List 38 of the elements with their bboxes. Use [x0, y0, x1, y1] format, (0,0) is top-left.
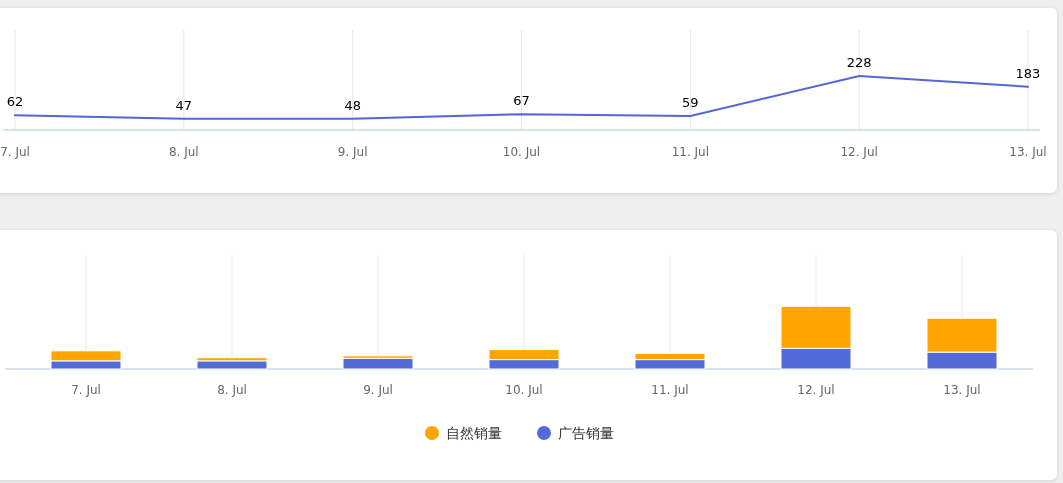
bar	[926, 351, 998, 370]
x-tick-label: 8. Jul	[168, 145, 199, 159]
legend-label: 自然销量	[446, 425, 502, 441]
x-tick-label: 11. Jul	[671, 145, 710, 159]
x-tick-label: 7. Jul	[71, 383, 101, 397]
bar	[342, 355, 414, 359]
data-label: 183	[1015, 65, 1041, 81]
data-label: 48	[344, 97, 361, 113]
x-tick-label: 7. Jul	[0, 145, 30, 159]
bar	[50, 350, 122, 362]
x-tick-label: 13. Jul	[1009, 145, 1047, 159]
x-tick-label: 9. Jul	[363, 383, 393, 397]
x-tick-label: 12. Jul	[840, 145, 878, 159]
data-label: 62	[6, 94, 24, 110]
legend-label: 广告销量	[558, 425, 614, 441]
bar	[196, 357, 268, 362]
x-tick-label: 9. Jul	[337, 145, 368, 159]
x-tick-label: 10. Jul	[505, 383, 543, 397]
data-label: 59	[682, 95, 699, 111]
picture-card: 7. Jul 8. Jul 9. Jul 10. Jul 11. Jul 12. Jul 13. Jul 62 47 48 67 59 228 183	[0, 8, 1057, 193]
bar	[50, 360, 122, 370]
bar	[780, 347, 852, 370]
x-tick-label: 10. Jul	[502, 145, 541, 159]
bar	[196, 360, 268, 370]
data-label: 228	[846, 55, 872, 70]
data-label: 47	[175, 97, 193, 113]
bar	[342, 357, 414, 370]
bar	[488, 359, 560, 370]
x-tick-label: 11. Jul	[651, 383, 689, 397]
bar	[634, 359, 706, 370]
bar	[780, 305, 852, 349]
bar	[926, 317, 998, 353]
x-tick-label: 8. Jul	[217, 383, 247, 397]
data-label: 67	[513, 93, 530, 109]
bar	[634, 352, 706, 361]
bar	[488, 349, 560, 361]
x-tick-label: 12. Jul	[797, 383, 835, 397]
x-tick-label: 13. Jul	[943, 383, 981, 397]
